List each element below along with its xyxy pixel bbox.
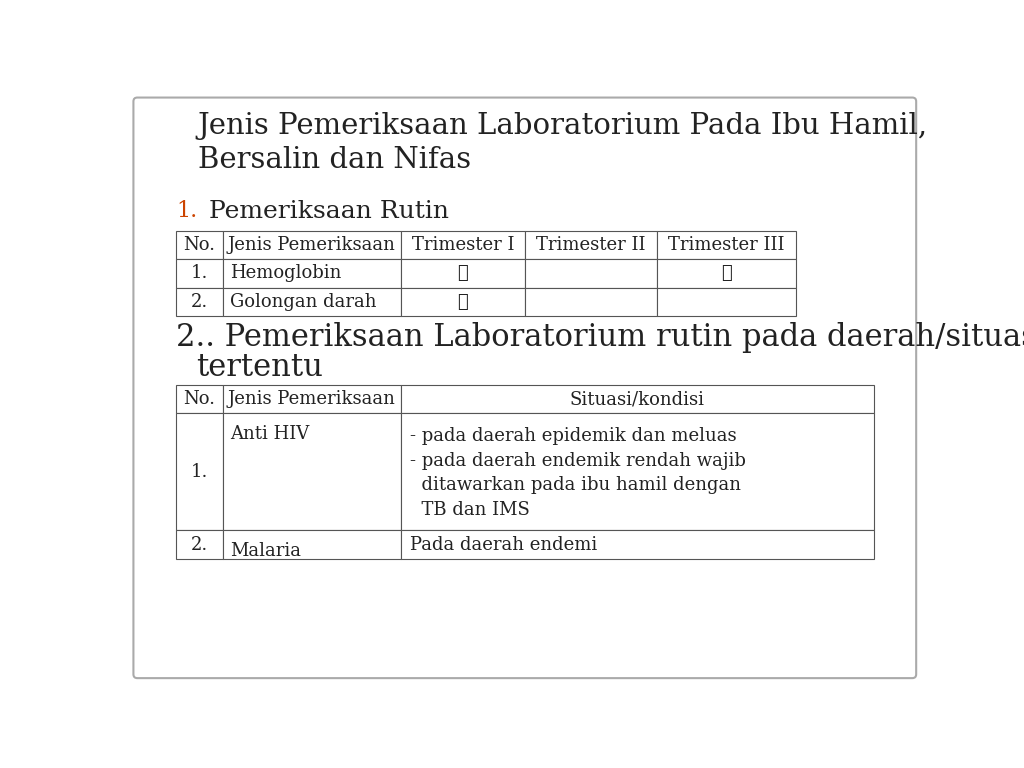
Text: Anti HIV: Anti HIV — [230, 425, 309, 443]
Bar — [400, 230, 524, 260]
Bar — [524, 230, 656, 260]
Text: Hemoglobin: Hemoglobin — [230, 264, 342, 283]
FancyBboxPatch shape — [133, 98, 916, 678]
Text: Pada daerah endemi: Pada daerah endemi — [410, 535, 597, 554]
Bar — [222, 260, 400, 288]
Text: Trimester III: Trimester III — [668, 236, 784, 254]
Text: ✓: ✓ — [458, 264, 468, 283]
Bar — [524, 288, 656, 316]
Text: - pada daerah epidemik dan meluas: - pada daerah epidemik dan meluas — [410, 427, 736, 445]
Bar — [222, 230, 400, 260]
Text: Golongan darah: Golongan darah — [230, 293, 377, 311]
Bar — [400, 530, 873, 559]
Bar — [400, 413, 873, 530]
Text: ✓: ✓ — [458, 293, 468, 311]
Bar — [656, 230, 796, 260]
Text: No.: No. — [183, 390, 215, 408]
Text: Trimester II: Trimester II — [536, 236, 645, 254]
Text: Trimester I: Trimester I — [412, 236, 514, 254]
Text: 2.: 2. — [190, 535, 208, 554]
Text: Jenis Pemeriksaan: Jenis Pemeriksaan — [227, 390, 395, 408]
Text: ✓: ✓ — [721, 264, 732, 283]
Text: TB dan IMS: TB dan IMS — [410, 501, 530, 519]
Bar — [176, 288, 222, 316]
Text: Jenis Pemeriksaan: Jenis Pemeriksaan — [227, 236, 395, 254]
Bar — [176, 260, 222, 288]
Text: Malaria: Malaria — [230, 542, 301, 560]
Bar — [176, 530, 222, 559]
Text: Bersalin dan Nifas: Bersalin dan Nifas — [198, 146, 471, 174]
Text: 2.: 2. — [190, 293, 208, 311]
Bar — [222, 385, 400, 413]
Text: 2.. Pemeriksaan Laboratorium rutin pada daerah/situasi: 2.. Pemeriksaan Laboratorium rutin pada … — [176, 322, 1024, 353]
Bar — [400, 385, 873, 413]
Text: Jenis Pemeriksaan Laboratorium Pada Ibu Hamil,: Jenis Pemeriksaan Laboratorium Pada Ibu … — [198, 112, 928, 141]
Bar — [656, 288, 796, 316]
Bar — [222, 530, 400, 559]
Text: ditawarkan pada ibu hamil dengan: ditawarkan pada ibu hamil dengan — [410, 476, 741, 495]
Bar — [656, 260, 796, 288]
Text: 1.: 1. — [190, 463, 208, 481]
Bar — [222, 288, 400, 316]
Text: 1.: 1. — [190, 264, 208, 283]
Text: Pemeriksaan Rutin: Pemeriksaan Rutin — [209, 200, 450, 223]
Text: 1.: 1. — [176, 200, 198, 222]
Bar — [176, 413, 222, 530]
Bar — [400, 288, 524, 316]
Text: No.: No. — [183, 236, 215, 254]
Text: - pada daerah endemik rendah wajib: - pada daerah endemik rendah wajib — [410, 452, 745, 470]
Text: tertentu: tertentu — [197, 353, 324, 383]
Bar — [524, 260, 656, 288]
Text: Situasi/kondisi: Situasi/kondisi — [569, 390, 705, 408]
Bar — [222, 413, 400, 530]
Bar — [176, 385, 222, 413]
Bar — [400, 260, 524, 288]
Bar — [176, 230, 222, 260]
